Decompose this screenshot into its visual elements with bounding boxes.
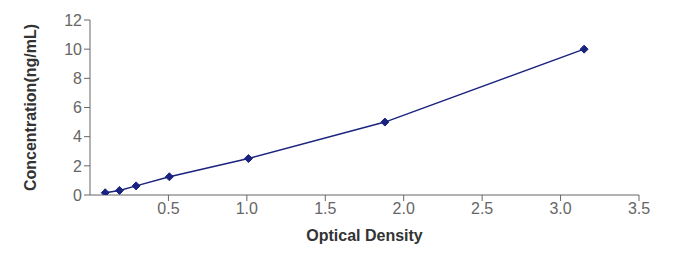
svg-text:6: 6 (73, 99, 82, 116)
svg-text:8: 8 (73, 70, 82, 87)
svg-text:12: 12 (64, 12, 82, 29)
svg-text:4: 4 (73, 128, 82, 145)
svg-text:Optical Density: Optical Density (306, 227, 423, 244)
svg-text:2: 2 (73, 158, 82, 175)
svg-text:Concentration(ng/mL): Concentration(ng/mL) (22, 24, 39, 191)
svg-text:2.5: 2.5 (471, 200, 493, 217)
svg-text:2.0: 2.0 (393, 200, 415, 217)
svg-text:0.5: 0.5 (157, 200, 179, 217)
svg-text:3.0: 3.0 (549, 200, 571, 217)
svg-text:3.5: 3.5 (628, 200, 650, 217)
svg-text:1.0: 1.0 (236, 200, 258, 217)
svg-text:10: 10 (64, 41, 82, 58)
svg-text:0: 0 (73, 187, 82, 204)
svg-text:1.5: 1.5 (314, 200, 336, 217)
